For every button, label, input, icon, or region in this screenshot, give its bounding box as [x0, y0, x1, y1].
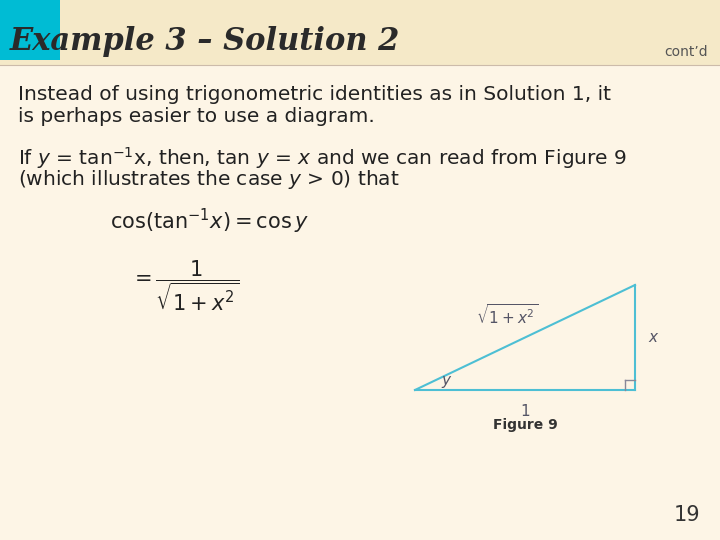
- Text: cont’d: cont’d: [665, 45, 708, 59]
- Text: 1: 1: [520, 404, 530, 419]
- Text: $y$: $y$: [441, 374, 453, 390]
- Text: $\cos(\tan^{-1}\!x) = \cos y$: $\cos(\tan^{-1}\!x) = \cos y$: [110, 207, 309, 236]
- Text: $x$: $x$: [648, 330, 660, 345]
- FancyBboxPatch shape: [0, 0, 720, 65]
- Text: If $y$ = tan$^{-1}$x, then, tan $y$ = $x$ and we can read from Figure 9: If $y$ = tan$^{-1}$x, then, tan $y$ = $x…: [18, 145, 627, 171]
- FancyBboxPatch shape: [0, 0, 60, 60]
- Text: $= \dfrac{1}{\sqrt{1+x^2}}$: $= \dfrac{1}{\sqrt{1+x^2}}$: [130, 259, 239, 313]
- Text: Figure 9: Figure 9: [492, 418, 557, 432]
- Text: $\sqrt{1+x^2}$: $\sqrt{1+x^2}$: [476, 303, 538, 327]
- Text: Instead of using trigonometric identities as in Solution 1, it: Instead of using trigonometric identitie…: [18, 85, 611, 104]
- Text: (which illustrates the case $y$ > 0) that: (which illustrates the case $y$ > 0) tha…: [18, 168, 400, 191]
- Text: is perhaps easier to use a diagram.: is perhaps easier to use a diagram.: [18, 107, 374, 126]
- Text: 19: 19: [673, 505, 700, 525]
- Text: Example 3 – Solution 2: Example 3 – Solution 2: [10, 26, 400, 57]
